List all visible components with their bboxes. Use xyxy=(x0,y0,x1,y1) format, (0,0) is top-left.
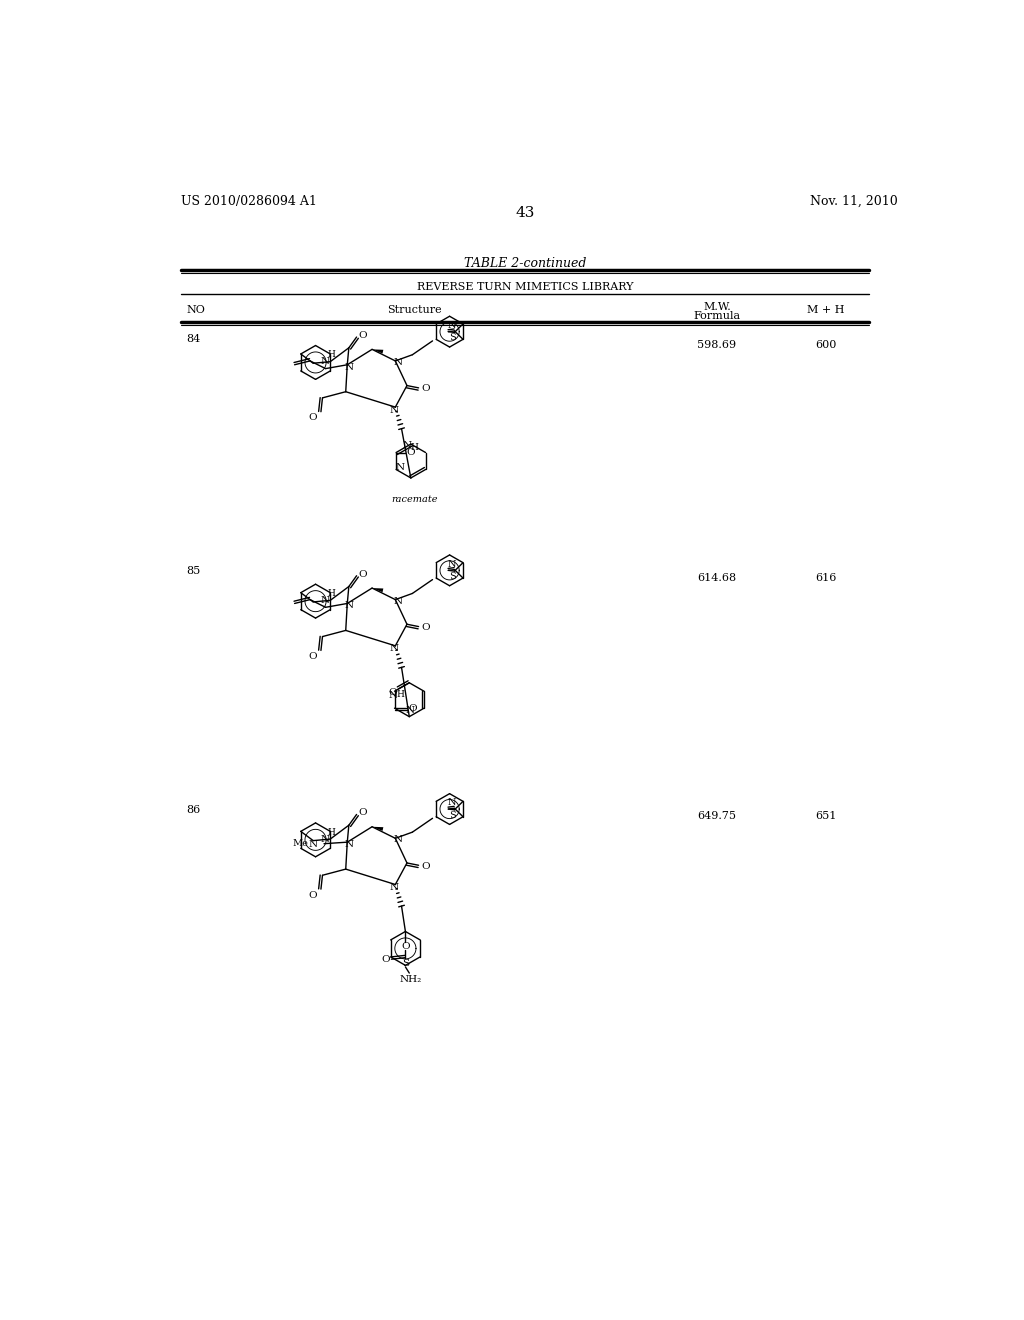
Text: N: N xyxy=(389,644,398,653)
Text: O: O xyxy=(388,688,396,697)
Text: O: O xyxy=(421,384,430,393)
Text: TABLE 2-continued: TABLE 2-continued xyxy=(464,257,586,271)
Text: 598.69: 598.69 xyxy=(697,341,736,350)
Text: NO: NO xyxy=(186,305,205,314)
Text: H: H xyxy=(327,828,335,837)
Text: REVERSE TURN MIMETICS LIBRARY: REVERSE TURN MIMETICS LIBRARY xyxy=(417,281,633,292)
Text: N: N xyxy=(321,834,330,843)
Text: N: N xyxy=(402,441,412,450)
Text: N: N xyxy=(406,706,415,715)
Text: N: N xyxy=(344,363,353,371)
Text: O: O xyxy=(407,447,415,457)
Text: H: H xyxy=(411,444,419,453)
Text: N: N xyxy=(389,405,398,414)
Text: N: N xyxy=(389,883,398,892)
Text: N: N xyxy=(395,463,404,471)
Text: M.W.: M.W. xyxy=(703,302,731,312)
Text: N: N xyxy=(321,595,330,605)
Text: 600: 600 xyxy=(815,341,837,350)
Text: O: O xyxy=(309,652,317,661)
Text: US 2010/0286094 A1: US 2010/0286094 A1 xyxy=(180,194,316,207)
Text: N: N xyxy=(393,597,402,606)
Text: O: O xyxy=(358,808,367,817)
Polygon shape xyxy=(372,350,383,354)
Text: N: N xyxy=(447,799,457,808)
Text: O: O xyxy=(358,570,367,578)
Text: S: S xyxy=(401,958,409,968)
Text: Nov. 11, 2010: Nov. 11, 2010 xyxy=(810,194,898,207)
Text: 649.75: 649.75 xyxy=(697,812,736,821)
Text: Me: Me xyxy=(293,840,308,849)
Text: S: S xyxy=(449,334,456,342)
Text: Formula: Formula xyxy=(693,312,740,321)
Text: N: N xyxy=(447,321,457,330)
Text: 84: 84 xyxy=(186,334,201,345)
Text: O: O xyxy=(409,704,418,713)
Text: M + H: M + H xyxy=(807,305,844,314)
Text: 614.68: 614.68 xyxy=(697,573,736,582)
Text: N: N xyxy=(321,358,330,366)
Text: H: H xyxy=(396,690,404,698)
Text: S: S xyxy=(449,810,456,820)
Text: 651: 651 xyxy=(815,812,837,821)
Text: O: O xyxy=(401,942,410,952)
Text: H: H xyxy=(327,589,335,598)
Text: N: N xyxy=(388,690,397,700)
Text: NH₂: NH₂ xyxy=(399,974,422,983)
Polygon shape xyxy=(372,589,383,593)
Text: 616: 616 xyxy=(815,573,837,582)
Text: N: N xyxy=(393,836,402,845)
Text: Structure: Structure xyxy=(387,305,442,314)
Text: N: N xyxy=(393,358,402,367)
Text: N: N xyxy=(447,560,457,569)
Text: S: S xyxy=(449,572,456,581)
Text: 86: 86 xyxy=(186,805,201,816)
Text: 85: 85 xyxy=(186,566,201,577)
Text: O: O xyxy=(381,954,389,964)
Text: racemate: racemate xyxy=(391,495,438,504)
Text: N: N xyxy=(344,602,353,610)
Text: 43: 43 xyxy=(515,206,535,220)
Text: O: O xyxy=(309,891,317,900)
Polygon shape xyxy=(372,826,383,832)
Text: N: N xyxy=(308,840,317,849)
Text: H: H xyxy=(327,350,335,359)
Text: O: O xyxy=(421,862,430,870)
Text: O: O xyxy=(421,623,430,632)
Text: N: N xyxy=(344,840,353,849)
Text: O: O xyxy=(358,331,367,341)
Text: O: O xyxy=(309,413,317,422)
